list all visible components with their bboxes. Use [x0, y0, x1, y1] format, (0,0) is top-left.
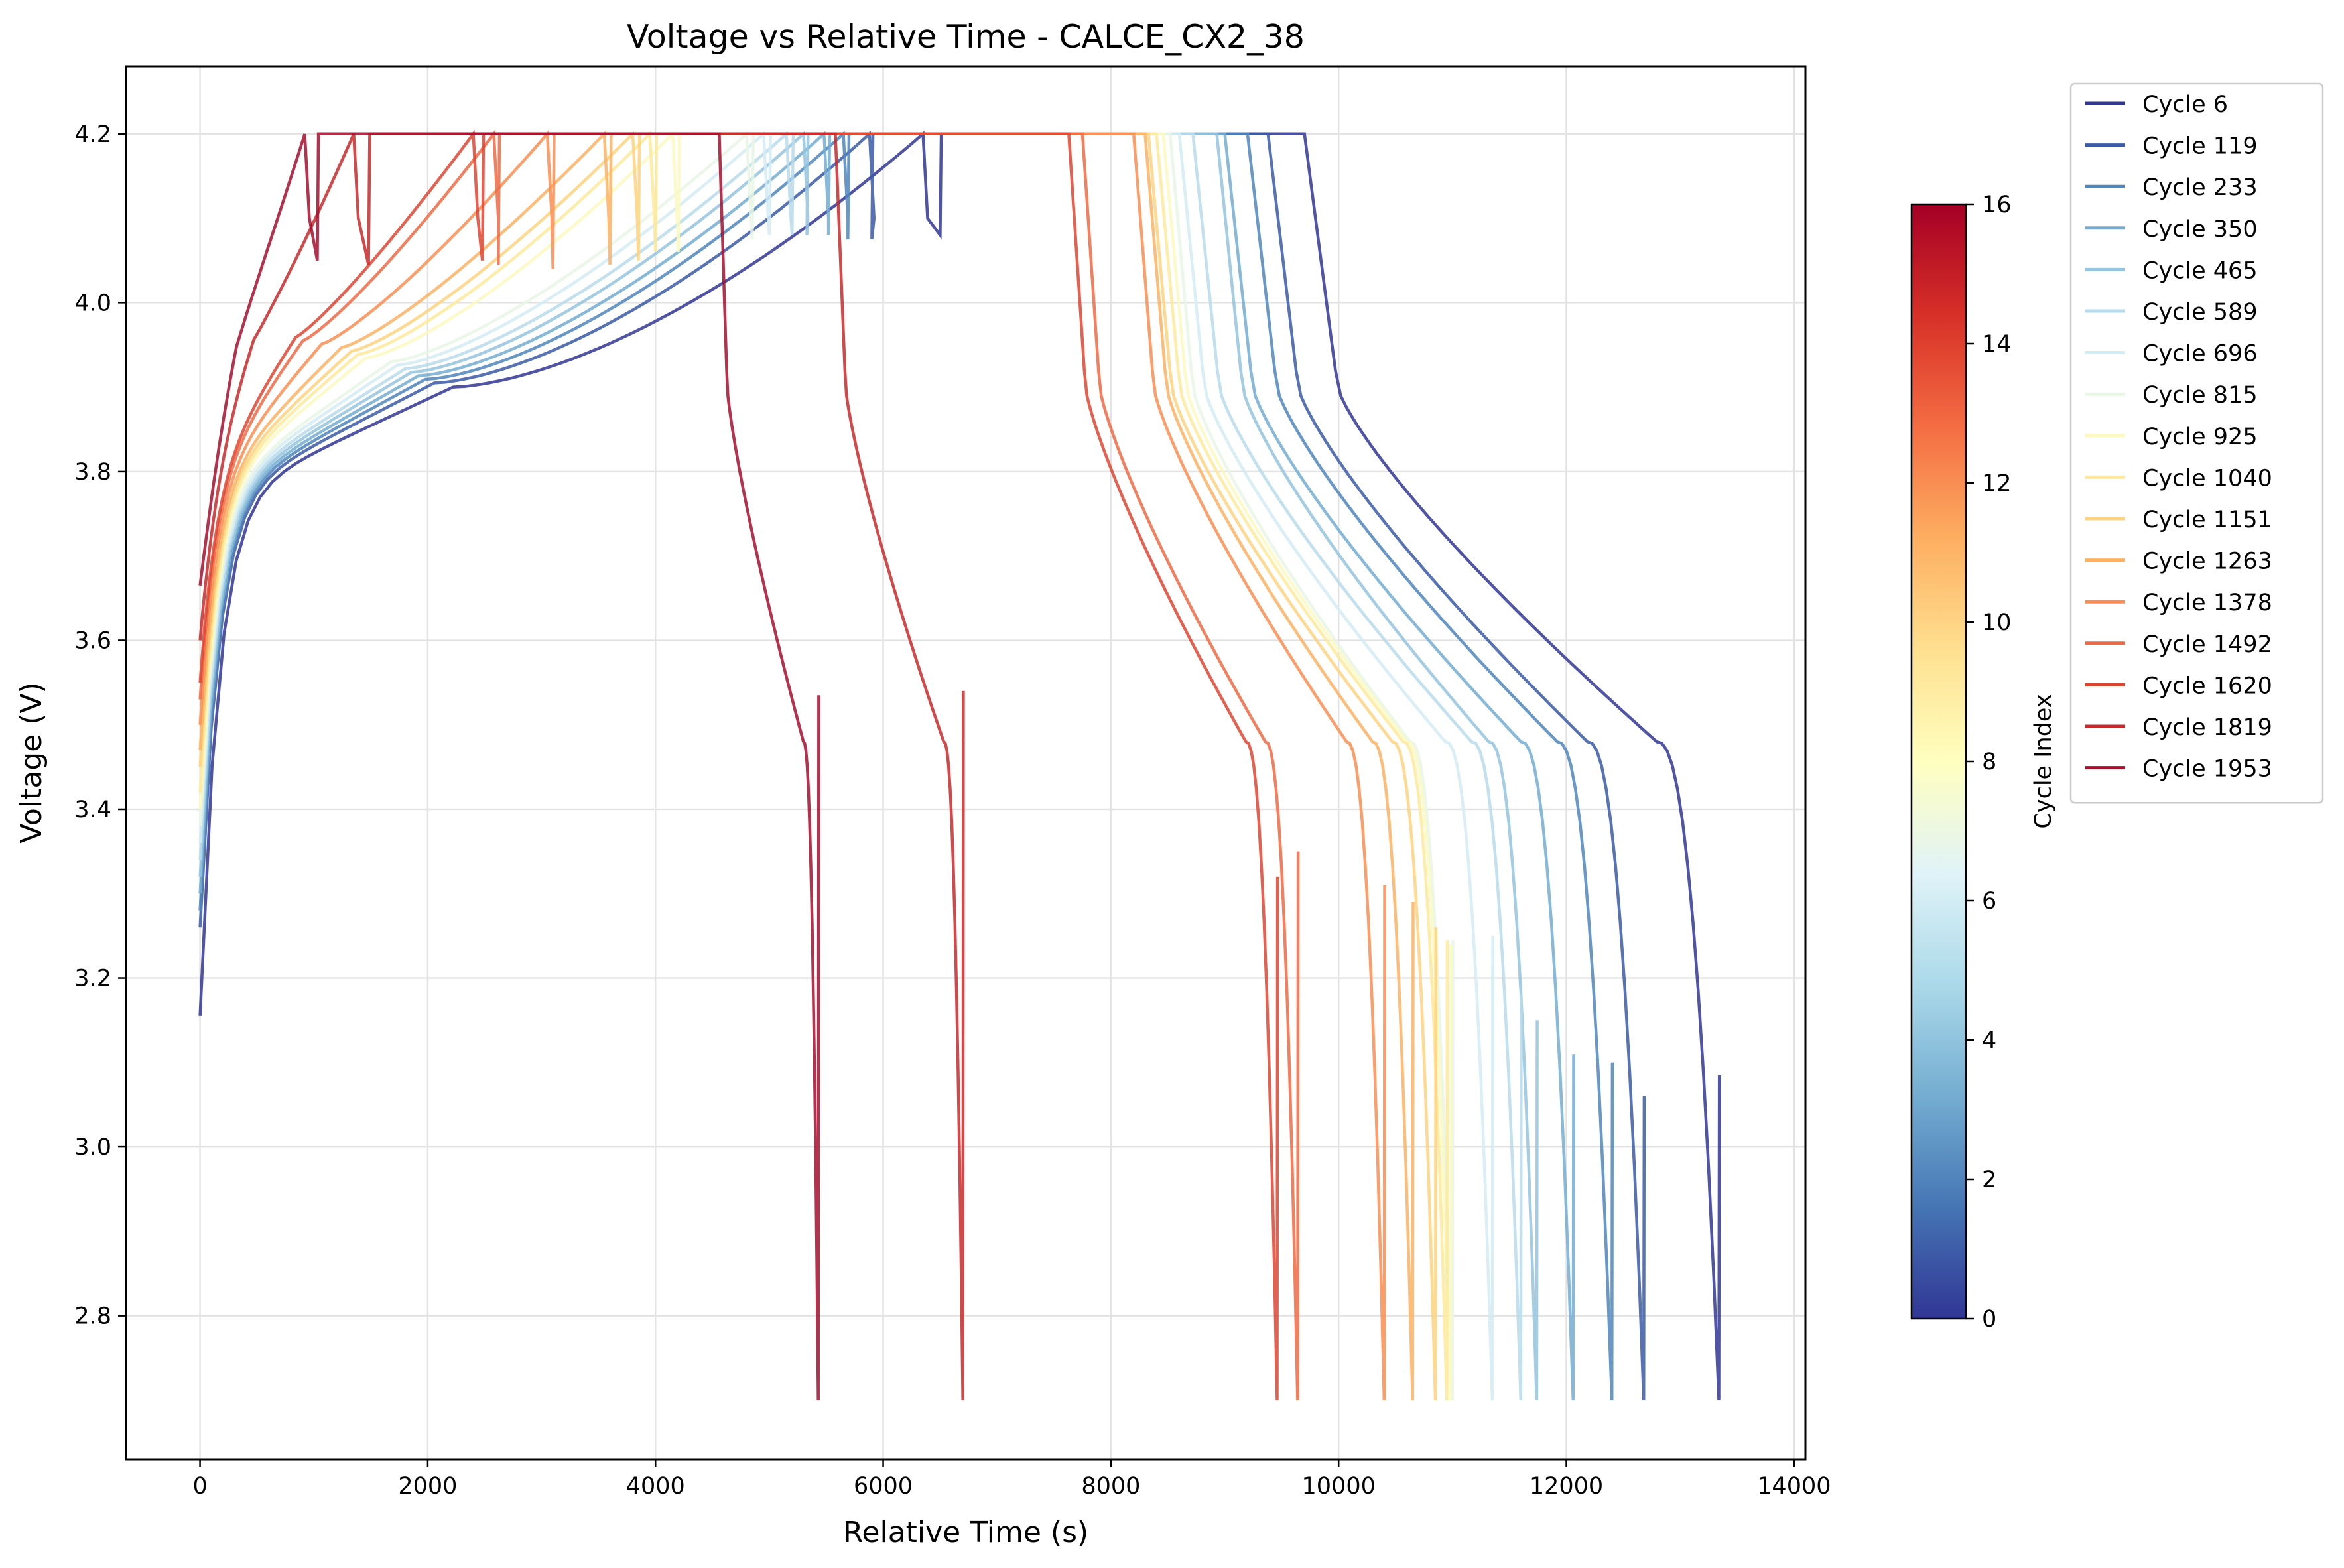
colorbar-tick-label: 0 — [1982, 1306, 1996, 1333]
legend-label: Cycle 119 — [2142, 133, 2258, 160]
y-tick-label: 2.8 — [74, 1303, 111, 1330]
colorbar-tick-label: 16 — [1982, 192, 2012, 218]
y-axis-ticks: 2.8 3.0 3.2 3.4 3.6 3.8 4.0 4.2 — [74, 121, 126, 1330]
series-line — [198, 131, 1575, 1400]
legend-label: Cycle 589 — [2142, 299, 2258, 326]
legend-label: Cycle 1492 — [2142, 631, 2272, 658]
series-line — [198, 131, 1523, 1400]
colorbar-tick-label: 6 — [1982, 888, 1996, 915]
legend-box — [2069, 82, 2324, 804]
y-tick-label: 3.0 — [74, 1134, 111, 1161]
legend-label: Cycle 1378 — [2142, 590, 2272, 616]
x-tick-label: 6000 — [854, 1473, 913, 1500]
legend-label: Cycle 233 — [2142, 174, 2258, 201]
x-tick-label: 12000 — [1530, 1473, 1603, 1500]
legend-label: Cycle 925 — [2142, 424, 2258, 450]
x-axis-ticks: 0 2000 4000 6000 8000 10000 12000 14000 — [192, 1459, 1831, 1500]
y-tick-label: 4.2 — [74, 121, 111, 148]
series-line — [198, 131, 1646, 1400]
series-line — [198, 130, 1614, 1400]
legend: Cycle 6 Cycle 119 Cycle 233 Cycle 350 Cycle … — [2069, 82, 2324, 804]
colorbar-tick-label: 8 — [1982, 749, 1996, 775]
colorbar-tick-label: 4 — [1982, 1027, 1996, 1054]
series-line — [198, 131, 1539, 1400]
x-tick-label: 10000 — [1302, 1473, 1376, 1500]
y-tick-label: 3.4 — [74, 797, 111, 823]
legend-label: Cycle 1819 — [2142, 714, 2272, 741]
plot-frame — [125, 65, 1807, 1461]
x-tick-label: 0 — [192, 1473, 207, 1500]
colorbar-label: Cycle Index — [2030, 694, 2057, 828]
legend-label: Cycle 6 — [2142, 92, 2228, 118]
series-line — [198, 130, 1386, 1400]
series-line — [198, 132, 820, 1400]
x-tick-label: 2000 — [398, 1473, 457, 1500]
y-tick-label: 3.2 — [74, 966, 111, 992]
colorbar-tick-label: 10 — [1982, 610, 2012, 636]
series-lines — [198, 129, 1721, 1400]
colorbar — [1910, 203, 1967, 1320]
legend-label: Cycle 1620 — [2142, 673, 2272, 699]
legend-label: Cycle 1953 — [2142, 756, 2272, 783]
colorbar-tick-label: 2 — [1982, 1167, 1996, 1193]
y-tick-label: 4.0 — [74, 290, 111, 316]
series-line — [198, 132, 965, 1400]
series-line — [198, 131, 1494, 1400]
grid-lines — [126, 66, 1805, 1459]
legend-label: Cycle 1040 — [2142, 465, 2272, 491]
x-tick-label: 14000 — [1757, 1473, 1831, 1500]
series-line — [198, 129, 1300, 1400]
colorbar-tick-label: 12 — [1982, 470, 2012, 497]
series-line — [198, 131, 1455, 1400]
legend-label: Cycle 815 — [2142, 382, 2258, 409]
series-line — [198, 130, 1453, 1400]
chart-title: Voltage vs Relative Time - CALCE_CX2_38 — [627, 18, 1305, 56]
legend-label: Cycle 350 — [2142, 216, 2258, 243]
y-tick-label: 3.8 — [74, 459, 111, 486]
series-line — [198, 130, 1438, 1400]
legend-label: Cycle 696 — [2142, 341, 2258, 367]
legend-label: Cycle 1263 — [2142, 549, 2272, 575]
y-axis-label: Voltage (V) — [15, 682, 48, 843]
series-line — [198, 131, 1721, 1400]
y-tick-label: 3.6 — [74, 627, 111, 654]
series-line — [198, 130, 1415, 1400]
series-line — [198, 129, 1279, 1400]
legend-label: Cycle 465 — [2142, 257, 2258, 284]
colorbar-tick-label: 14 — [1982, 331, 2012, 358]
x-tick-label: 4000 — [626, 1473, 685, 1500]
x-axis-label: Relative Time (s) — [843, 1516, 1088, 1549]
colorbar-ticks: 0 2 4 6 8 10 12 14 16 — [1966, 192, 2012, 1333]
series-line — [198, 130, 1449, 1400]
legend-label: Cycle 1151 — [2142, 507, 2272, 533]
x-tick-label: 8000 — [1081, 1473, 1140, 1500]
